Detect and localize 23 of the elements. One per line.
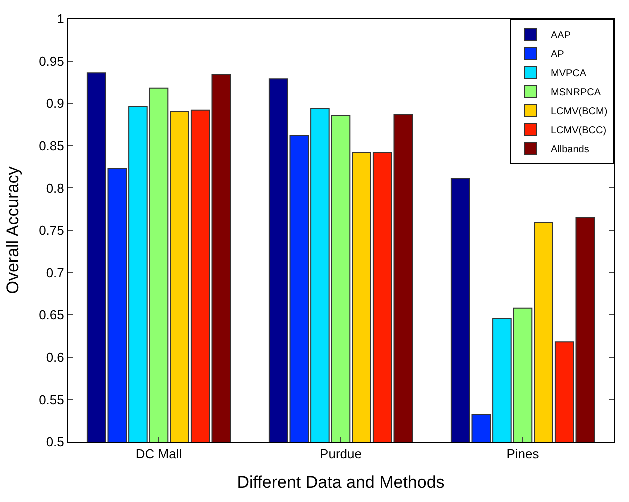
x-tick-label: Pines (506, 446, 540, 462)
legend-label: AP (551, 49, 565, 60)
legend-label: AAP (551, 30, 572, 42)
legend-label: Allbands (551, 144, 590, 156)
y-axis-title: Overall Accuracy (4, 166, 23, 294)
legend-label: MSNRPCA (551, 87, 602, 98)
y-tick-label: 0.9 (46, 96, 64, 112)
y-tick-label: 0.95 (39, 54, 64, 69)
y-tick-label: 0.5 (46, 434, 64, 450)
y-tick-label: 0.8 (46, 180, 64, 196)
y-tick-label: 0.85 (39, 138, 64, 154)
x-tick-label: DC Mall (136, 446, 182, 462)
legend-label: LCMV(BCC) (551, 125, 607, 136)
legend-label: LCMV(BCM) (551, 106, 608, 118)
x-tick-label: Purdue (320, 446, 362, 462)
y-tick-label: 0.65 (39, 308, 64, 323)
y-tick-label: 0.75 (39, 223, 64, 238)
x-axis-title: Different Data and Methods (237, 473, 445, 492)
legend-label: MVPCA (551, 68, 587, 80)
y-tick-label: 0.6 (46, 350, 64, 365)
y-tick-label: 0.55 (39, 392, 64, 408)
y-tick-label: 1 (57, 12, 64, 27)
y-tick-label: 0.7 (46, 265, 64, 280)
